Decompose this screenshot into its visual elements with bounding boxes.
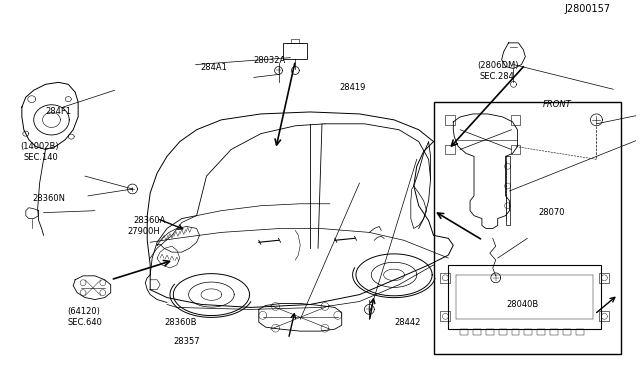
Bar	[537, 329, 545, 335]
Text: 28032A: 28032A	[253, 56, 286, 65]
Text: 284A1: 284A1	[200, 63, 227, 72]
Text: 28360N: 28360N	[33, 193, 65, 202]
Text: 28357: 28357	[173, 337, 200, 346]
Bar	[576, 329, 584, 335]
Text: 28360A: 28360A	[134, 215, 166, 225]
Bar	[433, 102, 621, 354]
Bar	[511, 145, 520, 154]
Bar	[524, 329, 532, 335]
Bar	[486, 329, 493, 335]
Text: 28419: 28419	[339, 83, 365, 92]
Text: (64120): (64120)	[67, 307, 100, 316]
Bar	[460, 329, 468, 335]
Bar	[600, 273, 609, 283]
Text: (14002B): (14002B)	[20, 142, 58, 151]
Bar	[284, 43, 307, 59]
Bar	[440, 273, 451, 283]
Bar	[511, 115, 520, 125]
Text: 284F1: 284F1	[45, 107, 71, 116]
Bar	[445, 115, 455, 125]
Text: FRONT: FRONT	[542, 100, 571, 109]
Text: SEC.640: SEC.640	[67, 318, 102, 327]
Text: 28442: 28442	[394, 318, 421, 327]
Bar	[499, 329, 507, 335]
Bar	[550, 329, 558, 335]
Text: SEC.140: SEC.140	[23, 153, 58, 162]
Text: 27900H: 27900H	[127, 227, 160, 235]
Bar	[511, 329, 520, 335]
Text: SEC.284: SEC.284	[480, 72, 515, 81]
Bar	[473, 329, 481, 335]
Bar	[440, 311, 451, 321]
Text: 28040B: 28040B	[506, 300, 539, 309]
Text: 28360B: 28360B	[164, 318, 196, 327]
Bar	[563, 329, 571, 335]
Bar	[449, 265, 602, 329]
Bar	[445, 145, 455, 154]
Text: (2806DM): (2806DM)	[477, 61, 519, 70]
Text: J2800157: J2800157	[564, 4, 611, 14]
Text: 28070: 28070	[538, 208, 564, 217]
Bar	[600, 311, 609, 321]
